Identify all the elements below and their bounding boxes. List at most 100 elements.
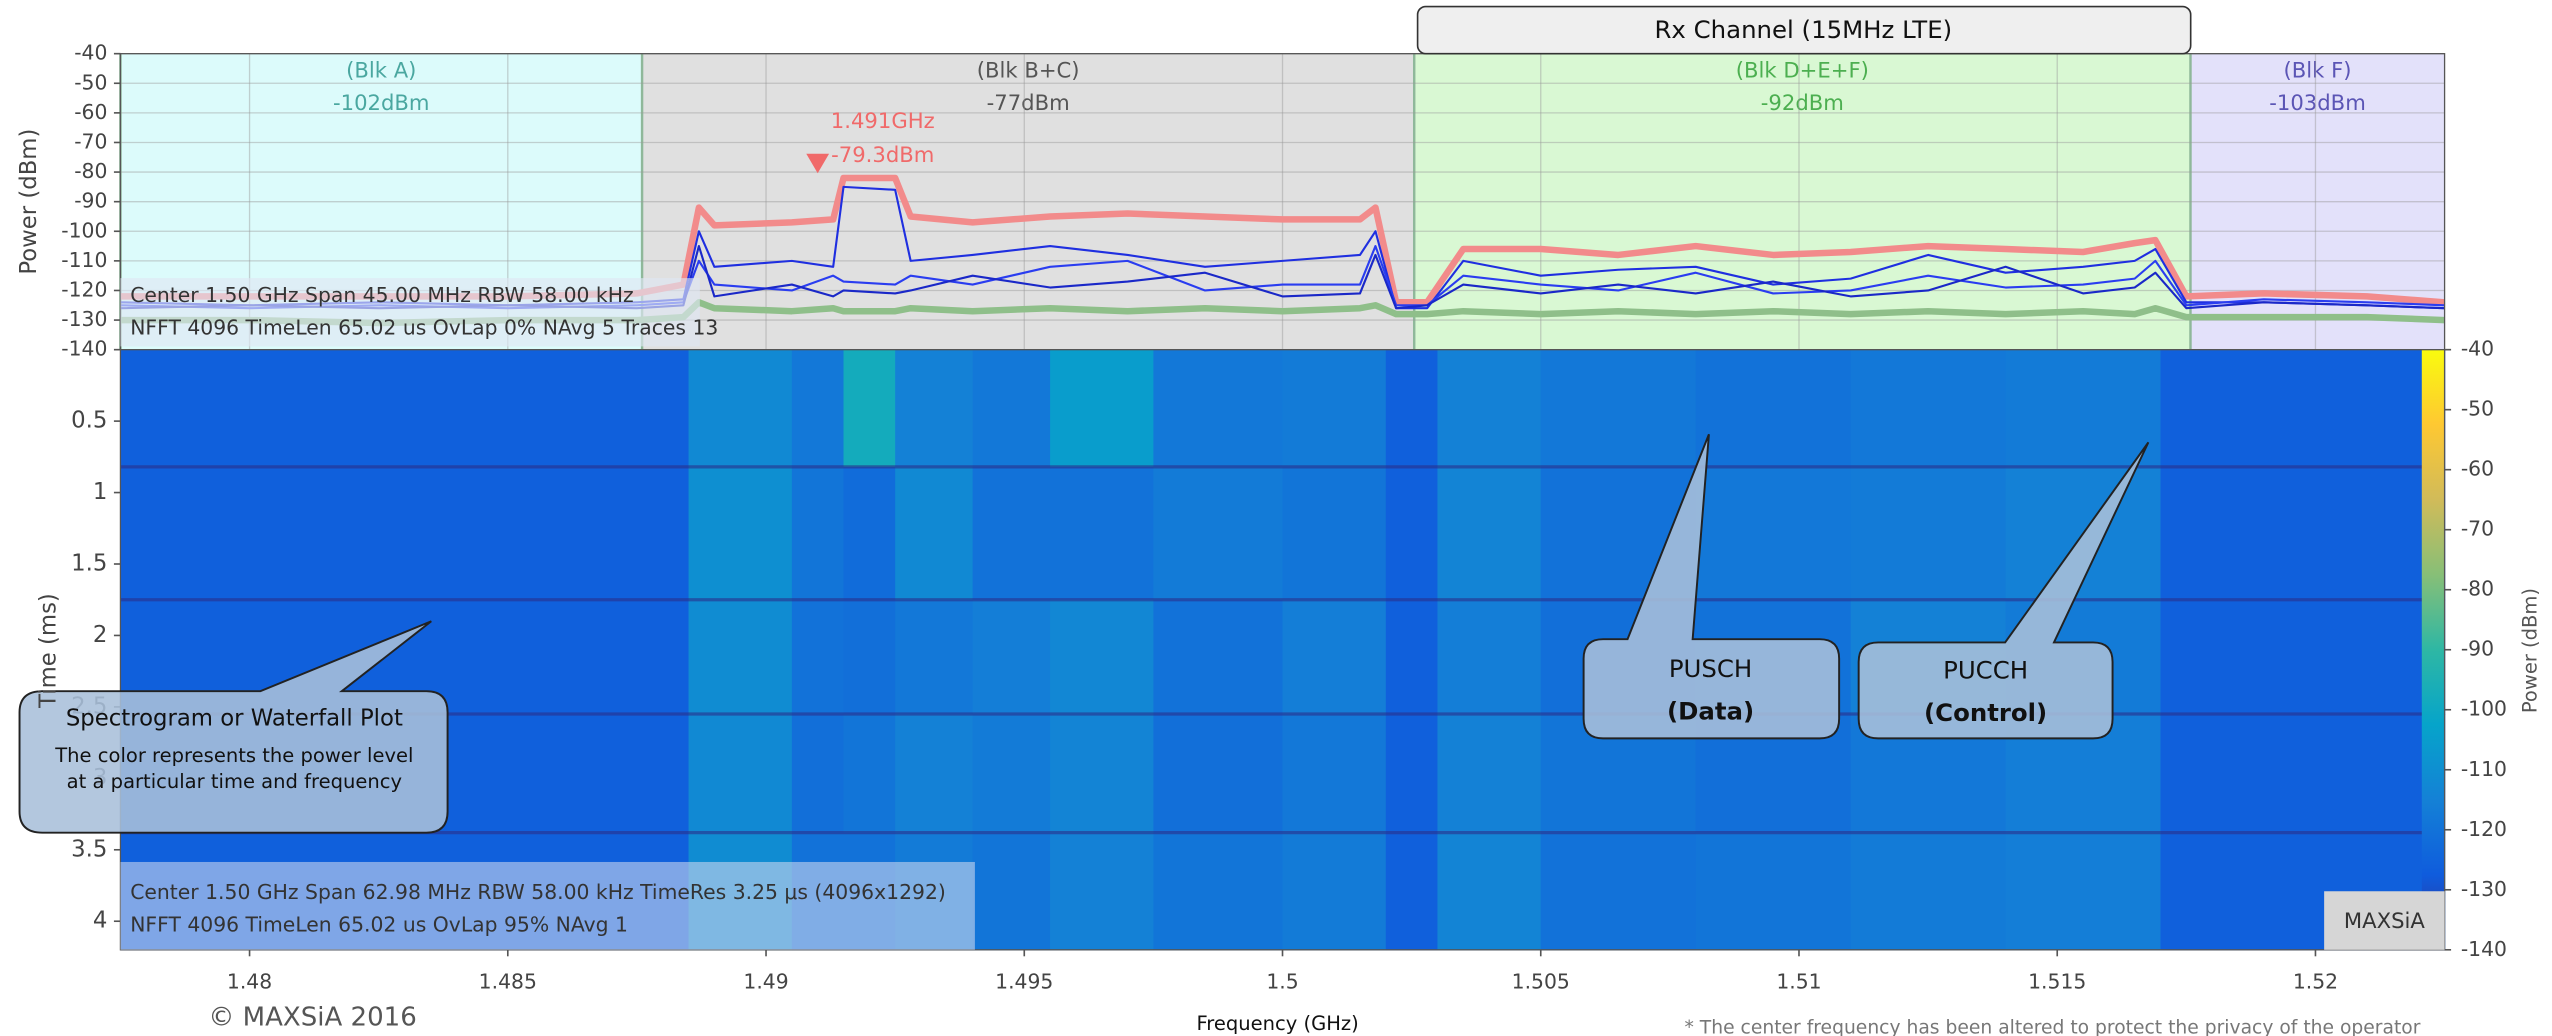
y-tick-label: -110	[61, 248, 107, 272]
heatmap-cell	[1283, 600, 1387, 715]
x-tick-label: 1.48	[227, 969, 272, 993]
y-tick-label: -130	[61, 307, 107, 331]
y-tick-label: -90	[74, 189, 107, 213]
y-tick-label: 3.5	[71, 836, 107, 862]
heatmap-cell	[895, 350, 973, 468]
y-tick-label: 1	[93, 479, 107, 505]
heatmap-cell	[792, 467, 844, 601]
colorbar-title: Power (dBm)	[2518, 588, 2541, 713]
heatmap-cell	[1050, 600, 1154, 715]
x-tick-label: 1.485	[479, 969, 537, 993]
heatmap-cell	[895, 600, 973, 715]
x-tick-label: 1.49	[743, 969, 788, 993]
heatmap-cell	[1386, 467, 1438, 601]
heatmap-cell	[1153, 467, 1283, 601]
callout-title: PUCCH	[1943, 656, 2028, 685]
heatmap-cell	[1386, 714, 1438, 833]
y-axis-title: Power (dBm)	[16, 129, 42, 275]
y-tick-label: 1.5	[71, 551, 107, 577]
heatmap-cell	[1437, 833, 1541, 951]
heatmap-cell	[1050, 714, 1154, 833]
info-text: Center 1.50 GHz Span 62.98 MHz RBW 58.00…	[130, 880, 946, 904]
heatmap-cell	[2161, 350, 2446, 468]
y-tick-label: -60	[74, 100, 107, 124]
colorbar-tick-label: -110	[2461, 757, 2507, 781]
heatmap-cell	[689, 714, 793, 833]
colorbar-tick-label: -120	[2461, 817, 2507, 841]
heatmap-cell	[689, 350, 793, 468]
colorbar-tick-label: -50	[2461, 397, 2494, 421]
heatmap-cell	[1437, 350, 1541, 468]
heatmap-cell	[1283, 714, 1387, 833]
heatmap-cell	[1437, 714, 1541, 833]
heatmap-cell	[1541, 350, 1697, 468]
header-text: Rx Channel (15MHz LTE)	[1654, 15, 1952, 44]
logo-text: MAXSiA	[2344, 908, 2426, 933]
heatmap-cell	[1437, 600, 1541, 715]
y-tick-label: -50	[74, 70, 107, 94]
x-tick-label: 1.51	[1776, 969, 1821, 993]
heatmap-cell	[2161, 714, 2446, 833]
heatmap-cell	[1153, 600, 1283, 715]
heatmap-cell	[1386, 600, 1438, 715]
band-name: (Blk D+E+F)	[1736, 58, 1869, 83]
heatmap-cell	[1386, 833, 1438, 951]
band-level: -103dBm	[2269, 90, 2366, 115]
heatmap-cell	[844, 714, 896, 833]
heatmap-cell	[844, 600, 896, 715]
band-name: (Blk A)	[346, 58, 416, 83]
heatmap-cell	[844, 467, 896, 601]
page: (Blk A)-102dBm(Blk B+C)-77dBm(Blk D+E+F)…	[0, 0, 2552, 1036]
heatmap-cell	[973, 600, 1051, 715]
band-name: (Blk F)	[2284, 58, 2352, 83]
chart: (Blk A)-102dBm(Blk B+C)-77dBm(Blk D+E+F)…	[0, 0, 2552, 1036]
x-axis-title: Frequency (GHz)	[1196, 1012, 1358, 1035]
colorbar-tick-label: -130	[2461, 877, 2507, 901]
heatmap-cell	[120, 350, 689, 468]
heatmap-cell	[1153, 833, 1283, 951]
heatmap-cell	[1283, 467, 1387, 601]
callout-title: Spectrogram or Waterfall Plot	[66, 705, 403, 731]
callout-text: (Control)	[1924, 698, 2047, 727]
heatmap-cell	[973, 833, 1051, 951]
heatmap-cell	[120, 467, 689, 601]
y-tick-label: -100	[61, 218, 107, 242]
footnote: * The center frequency has been altered …	[1685, 1017, 2421, 1036]
colorbar-tick-label: -40	[2461, 337, 2494, 361]
marker-label: -79.3dBm	[831, 142, 934, 167]
heatmap-cell	[689, 467, 793, 601]
info-text: NFFT 4096 TimeLen 65.02 us OvLap 95% NAv…	[130, 912, 628, 936]
heatmap-cell	[1851, 833, 2007, 951]
heatmap-cell	[1283, 350, 1387, 468]
colorbar-tick-label: -80	[2461, 577, 2494, 601]
heatmap-cell	[973, 350, 1051, 468]
heatmap-cell	[1050, 350, 1154, 468]
heatmap-cell	[2006, 350, 2162, 468]
heatmap-cell	[895, 714, 973, 833]
heatmap-cell	[2006, 833, 2162, 951]
y-tick-label: -140	[61, 337, 107, 361]
heatmap-cell	[1851, 350, 2007, 468]
copyright: © MAXSiA 2016	[208, 1003, 416, 1033]
heatmap-cell	[2161, 467, 2446, 601]
colorbar	[2422, 350, 2445, 950]
heatmap-cell	[1437, 467, 1541, 601]
y-axis-title: Time (ms)	[35, 593, 61, 709]
heatmap-cell	[1153, 350, 1283, 468]
heatmap-cell	[973, 467, 1051, 601]
callout-text: at a particular time and frequency	[67, 770, 402, 793]
colorbar-tick-label: -140	[2461, 937, 2507, 961]
callout-title: PUSCH	[1669, 654, 1752, 683]
y-tick-label: -120	[61, 277, 107, 301]
colorbar-tick-label: -90	[2461, 637, 2494, 661]
heatmap-cell	[1696, 467, 1852, 601]
heatmap-cell	[1283, 833, 1387, 951]
x-tick-label: 1.52	[2293, 969, 2338, 993]
x-tick-label: 1.5	[1266, 969, 1298, 993]
band-level: -102dBm	[333, 90, 430, 115]
heatmap-cell	[792, 714, 844, 833]
colorbar-tick-label: -60	[2461, 457, 2494, 481]
heatmap-cell	[1050, 467, 1154, 601]
band-level: -92dBm	[1761, 90, 1844, 115]
marker-label: 1.491GHz	[831, 108, 935, 133]
